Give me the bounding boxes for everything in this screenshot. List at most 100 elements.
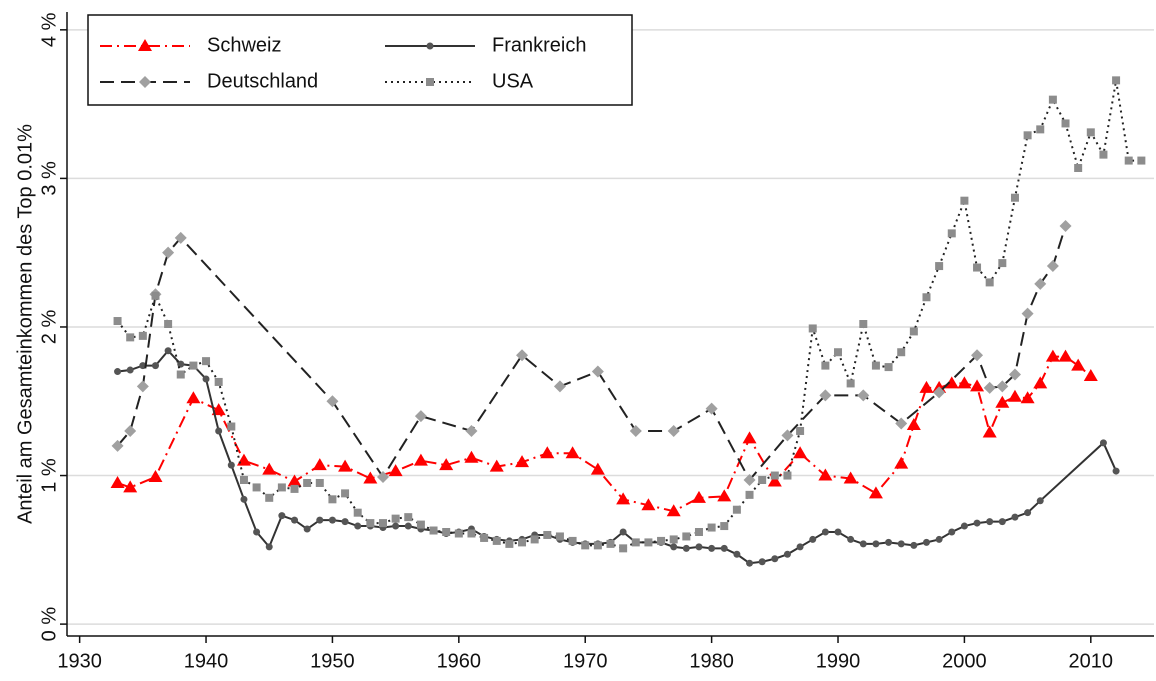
marker <box>1048 95 1057 104</box>
marker <box>933 386 946 399</box>
marker <box>670 543 678 551</box>
marker <box>164 347 172 355</box>
marker <box>859 540 867 548</box>
marker <box>312 458 327 471</box>
marker <box>895 417 908 430</box>
marker <box>884 363 893 372</box>
marker <box>717 489 732 502</box>
marker <box>783 471 792 480</box>
marker <box>518 538 527 547</box>
marker <box>732 505 741 514</box>
y-tick-label: 2 % <box>38 310 60 345</box>
marker <box>1074 164 1083 172</box>
marker <box>148 470 163 483</box>
marker <box>998 518 1006 526</box>
marker <box>960 196 969 205</box>
marker <box>694 528 703 536</box>
marker <box>442 528 451 536</box>
marker <box>416 520 425 529</box>
marker <box>392 522 400 530</box>
marker <box>606 539 615 548</box>
marker <box>303 478 312 487</box>
marker <box>667 424 680 437</box>
marker <box>164 320 173 328</box>
marker <box>758 558 766 566</box>
marker <box>287 474 302 487</box>
series-line <box>117 349 1117 565</box>
marker <box>745 490 754 499</box>
marker <box>767 474 782 487</box>
marker <box>705 402 718 415</box>
marker <box>240 495 248 503</box>
marker <box>986 518 994 526</box>
x-tick-label: 1930 <box>57 650 102 672</box>
marker <box>366 519 375 528</box>
marker <box>1137 156 1146 165</box>
marker <box>682 544 690 552</box>
marker <box>885 538 893 546</box>
marker <box>1112 76 1121 85</box>
marker <box>818 468 833 481</box>
marker <box>970 379 985 392</box>
marker <box>666 504 681 517</box>
x-tick-label: 2010 <box>1069 650 1114 672</box>
marker <box>516 349 529 362</box>
marker <box>253 528 261 536</box>
marker <box>641 498 656 511</box>
marker <box>391 514 400 523</box>
marker <box>291 516 299 524</box>
marker <box>985 278 994 287</box>
marker <box>935 535 943 543</box>
marker <box>176 370 185 379</box>
marker <box>354 522 362 530</box>
marker <box>1045 349 1060 362</box>
marker <box>1086 128 1095 137</box>
marker <box>211 403 226 416</box>
marker <box>136 380 149 393</box>
marker <box>1007 389 1022 402</box>
marker <box>793 446 808 459</box>
marker <box>834 348 843 357</box>
marker <box>897 348 906 357</box>
marker <box>1059 219 1072 232</box>
marker <box>252 483 261 492</box>
marker <box>922 293 931 302</box>
marker <box>996 380 1009 393</box>
marker <box>720 522 729 531</box>
marker <box>262 462 277 475</box>
marker <box>868 486 883 499</box>
marker <box>758 476 767 484</box>
marker <box>619 528 627 536</box>
marker <box>265 543 273 551</box>
marker <box>1099 439 1107 447</box>
marker <box>843 471 858 484</box>
marker <box>919 380 934 393</box>
marker <box>565 446 580 459</box>
marker <box>590 462 605 475</box>
marker <box>922 538 930 546</box>
marker <box>957 376 972 389</box>
marker <box>465 424 478 437</box>
marker <box>821 361 830 370</box>
marker <box>708 544 716 552</box>
y-tick-label: 1 % <box>38 458 60 493</box>
marker <box>353 508 362 517</box>
marker <box>1058 349 1073 362</box>
marker <box>404 513 413 522</box>
marker <box>540 446 555 459</box>
x-tick-label: 1980 <box>689 650 734 672</box>
marker <box>177 360 185 368</box>
marker <box>515 455 530 468</box>
marker <box>859 320 868 328</box>
marker <box>413 453 428 466</box>
marker <box>426 42 434 50</box>
marker <box>1021 307 1034 320</box>
x-tick-label: 1940 <box>184 650 229 672</box>
marker <box>1036 497 1044 505</box>
y-tick-label: 4 % <box>38 12 60 47</box>
marker <box>631 538 640 547</box>
marker <box>227 461 235 469</box>
x-tick-label: 1970 <box>563 650 608 672</box>
marker <box>464 450 479 463</box>
